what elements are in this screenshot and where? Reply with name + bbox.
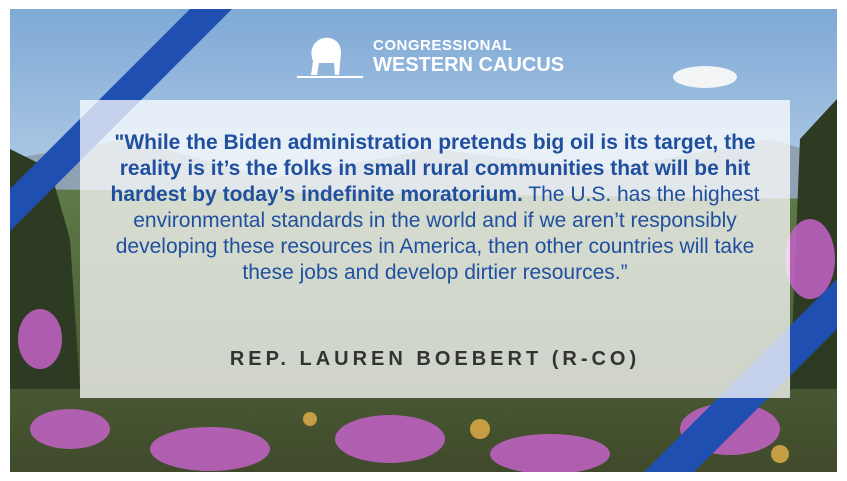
- quote-box: "While the Biden administration pretends…: [80, 100, 790, 398]
- page: CONGRESSIONAL WESTERN CAUCUS "While the …: [0, 0, 847, 481]
- attribution: REP. LAUREN BOEBERT (R-CO): [80, 348, 790, 371]
- logo-line: WESTERN CAUCUS: [373, 54, 564, 77]
- logo-line: CONGRESSIONAL: [373, 37, 512, 54]
- quote: "While the Biden administration pretends…: [98, 130, 772, 286]
- bison-icon: [293, 31, 365, 81]
- quote-card: CONGRESSIONAL WESTERN CAUCUS "While the …: [10, 9, 837, 472]
- logo: CONGRESSIONAL WESTERN CAUCUS: [293, 31, 593, 81]
